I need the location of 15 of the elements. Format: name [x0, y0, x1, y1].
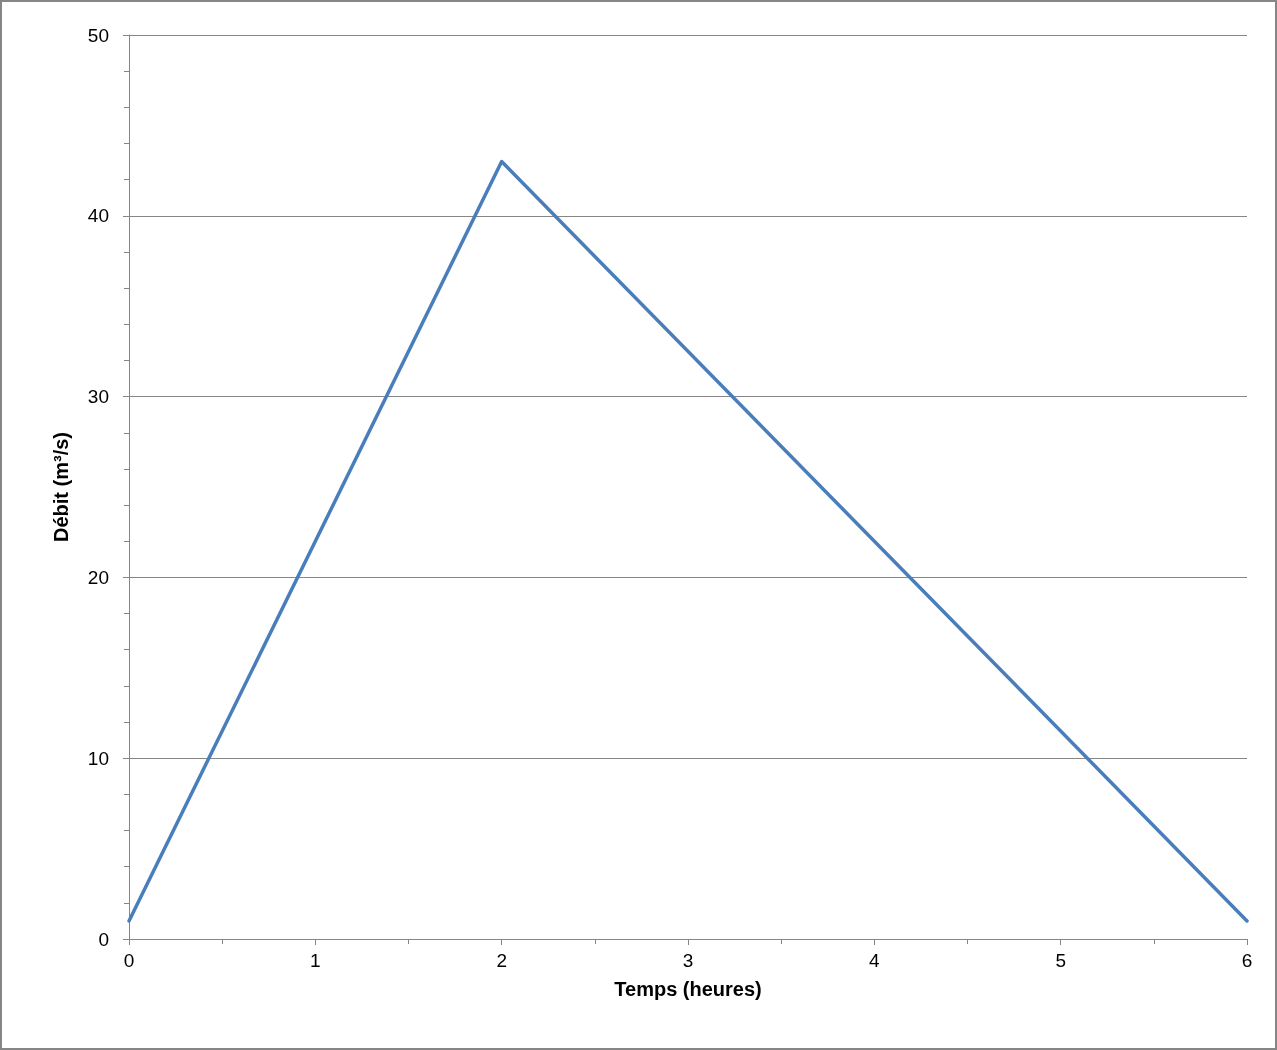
y-tick-label: 10 [87, 747, 109, 769]
y-tick-label: 50 [87, 24, 109, 46]
y-tick-label: 20 [87, 566, 109, 588]
x-tick-label: 6 [1241, 950, 1253, 971]
y-tick-label: 0 [98, 928, 109, 950]
x-tick-label: 2 [496, 950, 507, 971]
x-tick-label: 0 [123, 950, 135, 971]
x-tick-label: 3 [682, 950, 694, 971]
y-tick-label: 40 [87, 205, 109, 227]
x-axis-title: Temps (heures) [614, 978, 762, 1000]
x-tick-label: 5 [1055, 950, 1066, 971]
y-axis-title: Débit (m³/s) [50, 432, 72, 542]
y-tick-label: 30 [87, 386, 109, 408]
x-tick-label: 4 [869, 950, 881, 971]
x-tick-label: 1 [310, 950, 321, 971]
